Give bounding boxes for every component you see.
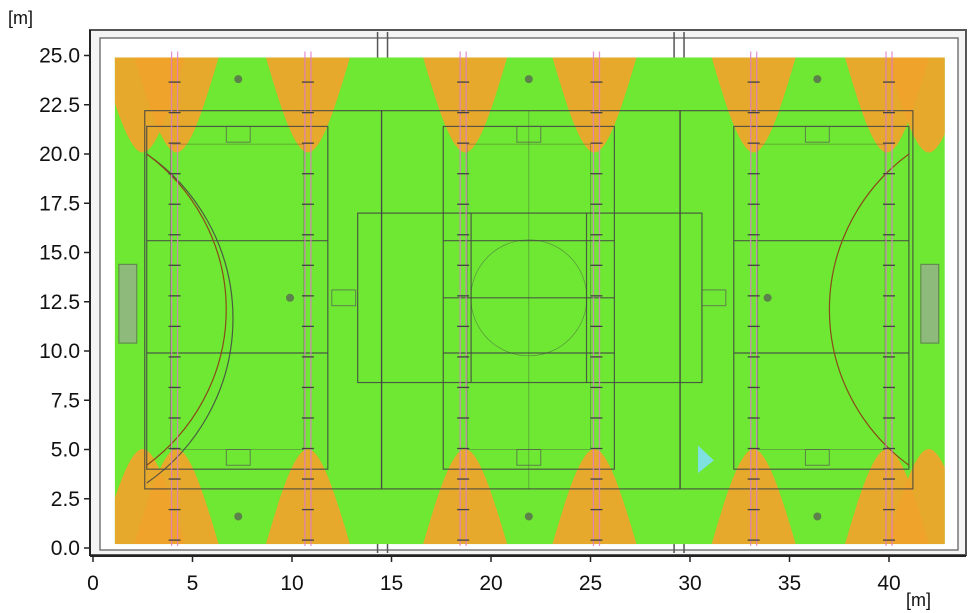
y-tick-label: 10.0 bbox=[39, 340, 80, 363]
court-outline bbox=[679, 110, 914, 490]
small-box bbox=[331, 289, 357, 307]
court-spot bbox=[234, 512, 243, 521]
small-box bbox=[225, 125, 251, 143]
x-axis-unit: [m] bbox=[906, 590, 931, 610]
small-box bbox=[804, 125, 830, 143]
court-spot bbox=[813, 75, 822, 84]
y-tick-label: 20.0 bbox=[39, 143, 80, 166]
y-tick-label: 0.0 bbox=[51, 537, 80, 560]
hotspot bbox=[886, 449, 945, 545]
court-spot bbox=[234, 75, 243, 84]
hotspot bbox=[423, 57, 508, 153]
x-tick-label: 35 bbox=[778, 572, 801, 595]
y-tick-label: 22.5 bbox=[39, 94, 80, 117]
court-spot bbox=[763, 293, 772, 302]
hotspot bbox=[552, 449, 637, 545]
luminaire-rows bbox=[168, 51, 895, 547]
court-spot bbox=[286, 293, 295, 302]
y-tick-label: 12.5 bbox=[39, 291, 80, 314]
hotspot bbox=[711, 57, 796, 153]
court-lines bbox=[118, 75, 940, 521]
x-tick-label: 25 bbox=[579, 572, 602, 595]
hotspot bbox=[134, 449, 219, 545]
x-tick-label: 10 bbox=[280, 572, 303, 595]
small-box bbox=[225, 449, 251, 466]
small-box bbox=[516, 449, 542, 466]
y-tick-label: 2.5 bbox=[51, 488, 80, 511]
y-tick-label: 25.0 bbox=[39, 45, 80, 68]
x-tick-label: 0 bbox=[87, 572, 99, 595]
hotspot-layer bbox=[114, 57, 945, 545]
small-box bbox=[516, 125, 542, 143]
y-tick-label: 7.5 bbox=[51, 389, 80, 412]
hotspot-group bbox=[114, 57, 945, 545]
center-circle bbox=[470, 239, 588, 357]
hotspot bbox=[552, 57, 637, 153]
axes: 0.0 2.5 5.0 7.5 10.0 12.5 15.0 17.5 20.0 22.5 25.0… bbox=[39, 30, 966, 595]
small-box bbox=[804, 449, 830, 466]
hotspot bbox=[711, 449, 796, 545]
x-tick-label: 15 bbox=[380, 572, 403, 595]
y-tick-label: 15.0 bbox=[39, 242, 80, 265]
y-tick-label: 17.5 bbox=[39, 192, 80, 215]
hotspot bbox=[886, 57, 945, 153]
goal-arc bbox=[146, 153, 234, 484]
hotspot bbox=[265, 57, 350, 153]
hotspot bbox=[423, 449, 508, 545]
court-spot bbox=[524, 75, 533, 84]
x-tick-label: 20 bbox=[479, 572, 502, 595]
hotspot bbox=[265, 449, 350, 545]
y-axis-unit: [m] bbox=[8, 8, 33, 28]
marker-triangle bbox=[697, 445, 714, 474]
goal bbox=[920, 263, 940, 344]
goal bbox=[118, 263, 138, 344]
x-tick-label: 40 bbox=[877, 572, 900, 595]
hotspot bbox=[134, 57, 219, 153]
small-box bbox=[701, 289, 727, 307]
goal-arc bbox=[828, 153, 910, 466]
court-spot bbox=[524, 512, 533, 521]
goal-arc bbox=[146, 153, 227, 466]
illuminance-area bbox=[114, 57, 945, 545]
y-tick-label: 5.0 bbox=[51, 439, 80, 462]
illuminance-base bbox=[114, 57, 945, 545]
x-tick-label: 30 bbox=[678, 572, 701, 595]
x-tick-label: 5 bbox=[187, 572, 199, 595]
court-spot bbox=[813, 512, 822, 521]
